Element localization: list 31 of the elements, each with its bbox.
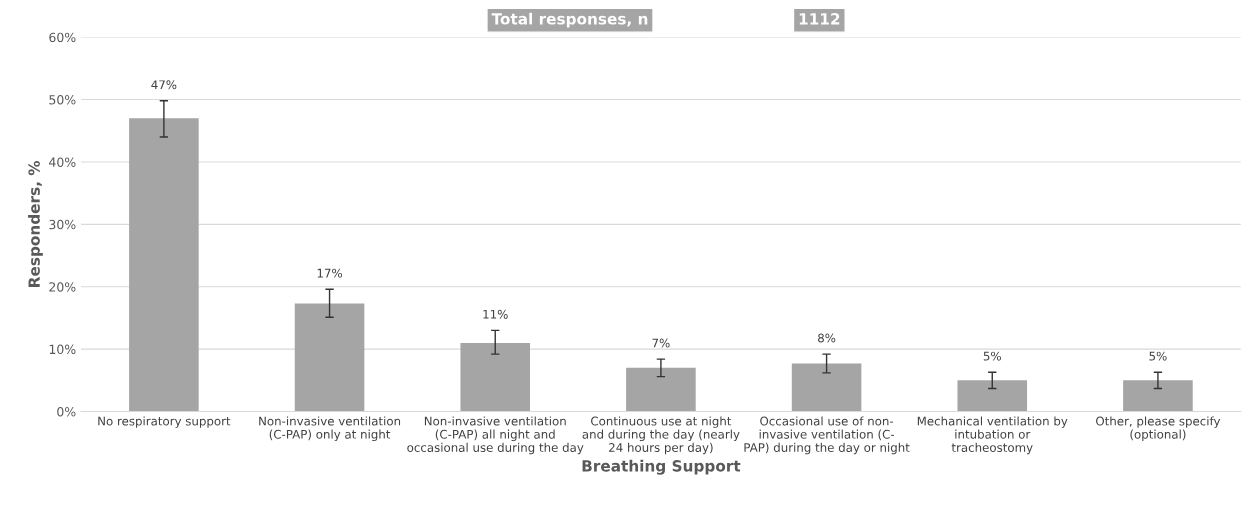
x-tick-label: Occasional use of non- invasive ventilation (C- PAP) during the day or night — [744, 416, 910, 455]
x-tick-label: No respiratory support — [98, 416, 231, 428]
bar — [294, 303, 365, 412]
data-label: 8% — [818, 333, 836, 343]
data-label: 7% — [652, 338, 670, 348]
bar — [791, 363, 862, 412]
y-tick-label: 50% — [49, 95, 76, 105]
y-tick-label: 0% — [57, 407, 76, 417]
bar — [626, 367, 696, 412]
data-label: 5% — [983, 351, 1001, 361]
x-axis-title: Breathing Support — [582, 459, 741, 475]
data-label: 17% — [317, 268, 343, 278]
bar — [1123, 380, 1193, 412]
y-tick-label: 60% — [49, 32, 76, 43]
x-tick-label: Non-invasive ventilation (C-PAP) only at night — [259, 416, 401, 442]
y-tick-label: 30% — [49, 219, 76, 230]
x-tick-label: Mechanical ventilation by intubation or tracheostomy — [917, 416, 1068, 455]
y-tick-label: 20% — [49, 282, 76, 292]
x-tick-label: Continuous use at night and during the day (nearly 24 hours per day) — [582, 416, 740, 455]
text: 1112 — [799, 13, 840, 25]
data-label: 5% — [1149, 351, 1167, 361]
data-label: 47% — [151, 80, 177, 90]
bar — [460, 342, 531, 412]
bar — [129, 118, 199, 412]
bar — [957, 380, 1028, 412]
text: Total responses, n — [491, 12, 648, 28]
y-tick-label: 40% — [49, 157, 76, 167]
y-axis-title: Responders, % — [28, 160, 43, 287]
data-label: 11% — [483, 309, 508, 319]
y-tick-label: 10% — [49, 344, 76, 355]
x-tick-label: Other, please specify (optional) — [1096, 416, 1221, 442]
